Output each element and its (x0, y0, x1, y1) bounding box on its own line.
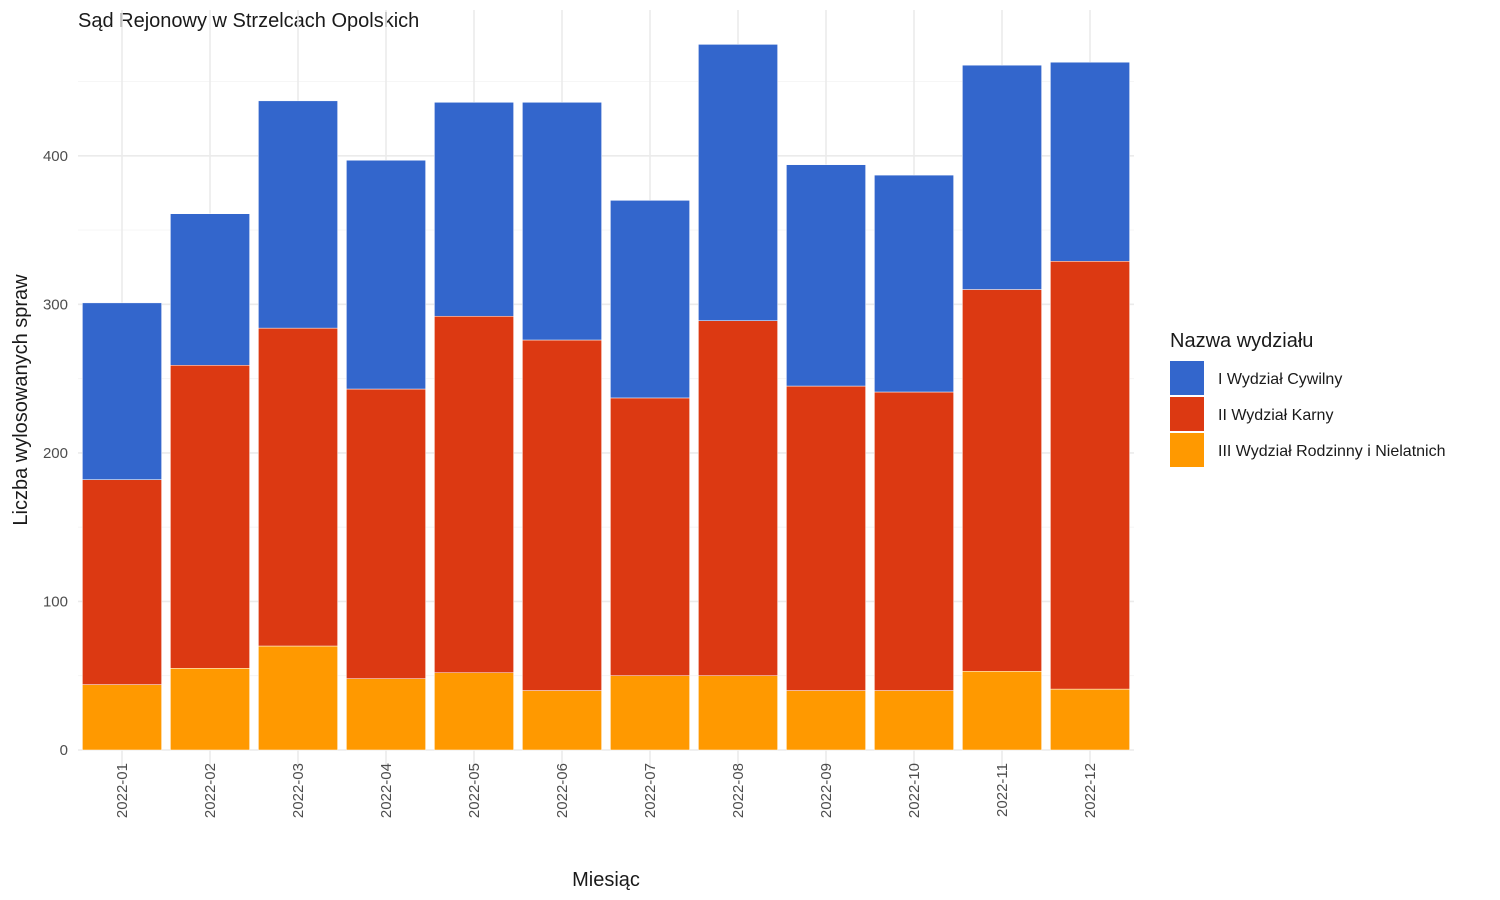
x-tick-label: 2022-12 (1082, 763, 1099, 818)
x-tick-label: 2022-07 (642, 763, 659, 818)
bar-segment (82, 479, 162, 685)
bar-segment (258, 327, 338, 647)
bar-segment (962, 671, 1042, 751)
bar-segment (434, 672, 514, 751)
bar-segment (962, 64, 1042, 290)
bar-segment (434, 102, 514, 317)
bar-segment (82, 684, 162, 751)
legend-swatch (1170, 433, 1204, 467)
x-tick-label: 2022-10 (906, 763, 923, 818)
bar-segment (258, 645, 338, 751)
legend-title: Nazwa wydziału (1170, 330, 1313, 352)
y-tick-label: 400 (43, 148, 68, 165)
x-tick-label: 2022-04 (378, 763, 395, 818)
bar-segment (610, 675, 690, 751)
x-tick-label: 2022-05 (466, 763, 483, 818)
x-axis-title: Miesiąc (572, 869, 640, 891)
y-tick-label: 100 (43, 593, 68, 610)
bar-segment (610, 200, 690, 399)
bar-segment (170, 365, 250, 669)
bar-segment (786, 385, 866, 691)
y-axis-ticks: 0 100 200 300 400 (43, 148, 68, 759)
bar-segment (522, 339, 602, 691)
bar-segment (170, 668, 250, 751)
x-tick-label: 2022-11 (994, 763, 1011, 817)
legend-label: II Wydział Karny (1218, 407, 1333, 424)
x-tick-label: 2022-01 (114, 763, 131, 818)
bar-segment (610, 397, 690, 676)
bar-segment (874, 690, 954, 751)
bar-segment (346, 388, 426, 679)
bar-segment (170, 213, 250, 366)
x-tick-label: 2022-08 (730, 763, 747, 818)
bar-segment (698, 675, 778, 751)
bar-segment (698, 320, 778, 676)
legend-swatch (1170, 361, 1204, 395)
bar-segment (346, 678, 426, 751)
bar-segment (786, 164, 866, 387)
bars (82, 44, 1130, 751)
bar-segment (522, 690, 602, 751)
bar-segment (698, 44, 778, 321)
bar-segment (434, 315, 514, 674)
bar-segment (786, 690, 866, 751)
bar-segment (522, 102, 602, 341)
x-tick-label: 2022-02 (202, 763, 219, 818)
bar-segment (1050, 61, 1130, 262)
bar-segment (82, 302, 162, 480)
bar-segment (346, 160, 426, 390)
bar-segment (1050, 688, 1130, 751)
legend-label: I Wydział Cywilny (1218, 371, 1342, 388)
y-tick-label: 200 (43, 445, 68, 462)
bar-segment (258, 100, 338, 329)
x-tick-label: 2022-06 (554, 763, 571, 818)
legend-label: III Wydział Rodzinny i Nielatnich (1218, 443, 1446, 460)
chart-title: Sąd Rejonowy w Strzelcach Opolskich (78, 10, 419, 32)
bar-segment (1050, 261, 1130, 690)
x-tick-label: 2022-03 (290, 763, 307, 818)
x-tick-label: 2022-09 (818, 763, 835, 818)
legend: Nazwa wydziału I Wydział Cywilny II Wydzi… (1170, 330, 1446, 467)
y-tick-label: 300 (43, 296, 68, 313)
bar-segment (874, 391, 954, 691)
y-axis-title: Liczba wylosowanych spraw (10, 274, 32, 526)
bar-segment (874, 174, 954, 393)
x-axis-ticks: 2022-01 2022-02 2022-03 2022-04 2022-05 2022-… (114, 763, 1099, 818)
bar-segment (962, 289, 1042, 672)
y-tick-label: 0 (60, 742, 68, 759)
legend-swatch (1170, 397, 1204, 431)
